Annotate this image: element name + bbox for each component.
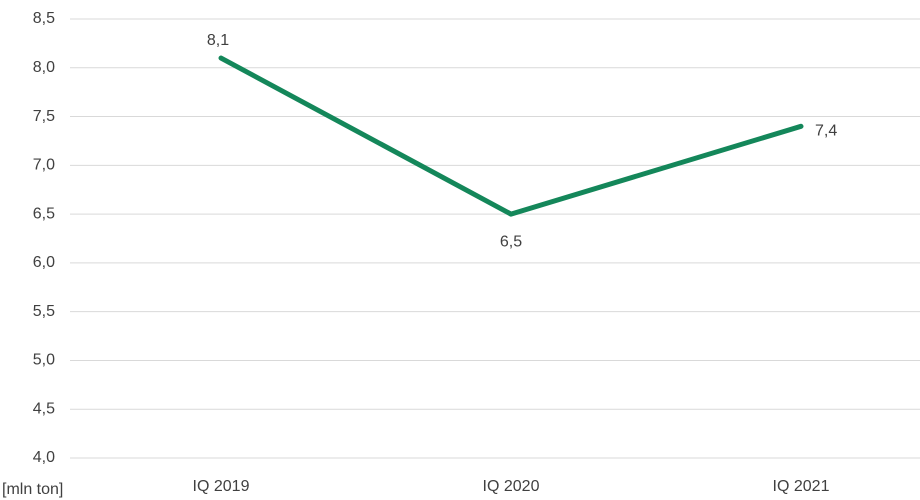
y-tick-label: 4,5 — [33, 400, 55, 417]
y-tick-label: 4,0 — [33, 449, 55, 466]
x-tick-label: IQ 2019 — [193, 478, 250, 495]
y-tick-label: 6,5 — [33, 205, 55, 222]
x-tick-label: IQ 2020 — [483, 478, 540, 495]
data-label: 6,5 — [500, 233, 522, 250]
y-tick-label: 8,0 — [33, 59, 55, 76]
y-tick-label: 7,5 — [33, 108, 55, 125]
data-line — [218, 55, 804, 217]
y-tick-label: 7,0 — [33, 157, 55, 174]
y-axis-label: [mln ton] — [2, 481, 63, 498]
y-tick-label: 5,5 — [33, 303, 55, 320]
data-label: 7,4 — [815, 123, 837, 140]
y-tick-label: 5,0 — [33, 352, 55, 369]
data-label: 8,1 — [207, 32, 229, 49]
y-tick-label: 6,0 — [33, 254, 55, 271]
x-tick-label: IQ 2021 — [773, 478, 830, 495]
y-tick-label: 8,5 — [33, 10, 55, 27]
